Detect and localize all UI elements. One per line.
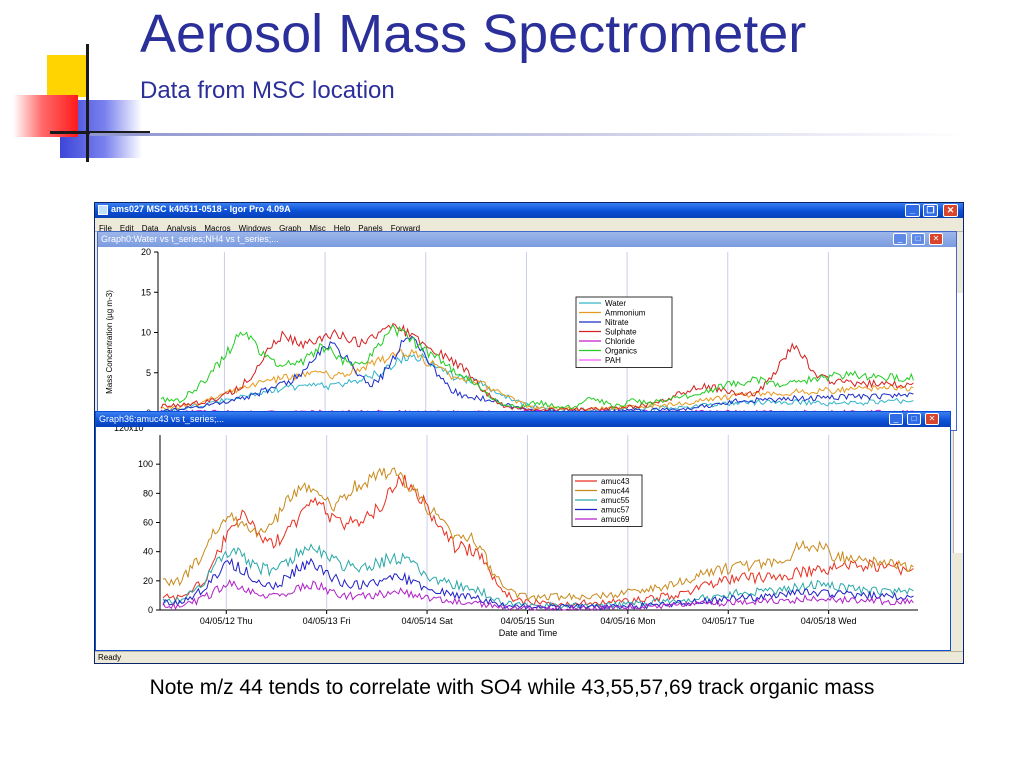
legend-label: Chloride (605, 337, 635, 346)
y-tick-label: 0 (148, 605, 153, 615)
y-tick-label: 100 (138, 459, 153, 469)
x-tick-label: 04/05/17 Tue (702, 616, 755, 626)
x-tick-label: 04/05/15 Sun (501, 616, 555, 626)
legend-label: Water (605, 299, 626, 308)
igor-pro-window: ams027 MSC k40511-0518 - Igor Pro 4.09A … (94, 202, 964, 664)
menu-bar: File Edit Data Analysis Macros Windows Graph Mi… (95, 218, 963, 233)
menu-item-edit[interactable]: Edit (119, 224, 134, 233)
menu-item-misc[interactable]: Misc (309, 224, 326, 233)
x-tick-label: 04/05/14 Sat (402, 616, 454, 626)
series-line-nitrate (160, 335, 914, 414)
y-scale-exponent: 3 (148, 427, 152, 429)
y-tick-label: 80 (143, 488, 153, 498)
y-tick-label: 60 (143, 518, 153, 528)
y-axis-label: Mass Concentration (µg m-3) (105, 290, 114, 394)
decor-yellow-square (47, 55, 89, 97)
x-tick-label: 04/05/16 Mon (600, 616, 655, 626)
app-titlebar[interactable]: ams027 MSC k40511-0518 - Igor Pro 4.09A … (95, 203, 963, 218)
y-tick-label: 20 (143, 576, 153, 586)
menu-item-analysis[interactable]: Analysis (166, 224, 197, 233)
slide-subtitle: Data from MSC location (140, 77, 395, 104)
legend-label: Ammonium (605, 309, 646, 318)
slide-note: Note m/z 44 tends to correlate with SO4 … (149, 676, 875, 699)
y-tick-label: 20 (141, 247, 151, 257)
menu-item-graph[interactable]: Graph (279, 224, 302, 233)
legend-label: amuc43 (601, 477, 630, 486)
amu-signal-chart: 0 20 40 60 80 100 amuc43amuc44amuc55amuc57amuc… (114, 427, 918, 638)
menu-item-help[interactable]: Help (333, 224, 351, 233)
menu-item-windows[interactable]: Windows (238, 224, 272, 233)
series-line-sulphate (160, 323, 914, 413)
menu-item-macros[interactable]: Macros (204, 224, 231, 233)
restore-button[interactable]: ❐ (923, 204, 938, 217)
title-underline (90, 133, 965, 136)
y-tick-label: 15 (141, 287, 151, 297)
legend-label: PAH (605, 356, 621, 365)
legend-label: amuc44 (601, 487, 630, 496)
app-title: ams027 MSC k40511-0518 - Igor Pro 4.09A (111, 204, 291, 214)
legend-label: Nitrate (605, 318, 629, 327)
decor-vertical-line (86, 44, 89, 162)
legend-label: Sulphate (605, 328, 637, 337)
series-line-amuc43 (162, 474, 914, 608)
graph36-title: Graph36:amuc43 vs t_series;... (99, 414, 225, 424)
legend-label: amuc55 (601, 496, 630, 505)
y-tick-label: 5 (146, 368, 151, 378)
graph36-close-button[interactable]: ✕ (925, 413, 939, 425)
slide-title: Aerosol Mass Spectrometer (140, 4, 807, 64)
graph36-titlebar[interactable]: Graph36:amuc43 vs t_series;... _ □ ✕ (96, 412, 950, 427)
graph0-minimize-button[interactable]: _ (893, 233, 907, 245)
y-tick-label: 40 (143, 547, 153, 557)
menu-item-panels[interactable]: Panels (358, 224, 383, 233)
x-tick-label: 04/05/12 Thu (200, 616, 253, 626)
series-line-amuc44 (162, 467, 914, 603)
legend-label: Organics (605, 347, 637, 356)
series-line-amuc69 (162, 578, 914, 611)
app-icon (98, 205, 108, 215)
series-line-organics (160, 324, 914, 410)
legend-label: amuc69 (601, 515, 630, 524)
graph0-title: Graph0:Water vs t_series;NH4 vs t_series… (101, 234, 279, 244)
graph0-close-button[interactable]: ✕ (929, 233, 943, 245)
minimize-button[interactable]: _ (905, 204, 920, 217)
decor-red-block (13, 95, 78, 137)
mass-concentration-chart: 05101520WaterAmmoniumNitrateSulphateChlo… (105, 247, 918, 418)
x-tick-label: 04/05/13 Fri (303, 616, 351, 626)
series-line-water (160, 352, 914, 414)
menu-item-forward[interactable]: Forward (390, 224, 421, 233)
menu-item-data[interactable]: Data (141, 224, 159, 233)
menu-item-file[interactable]: File (99, 224, 112, 233)
graph0-window: Graph0:Water vs t_series;NH4 vs t_series… (97, 231, 957, 431)
decor-horizontal-line (50, 131, 150, 134)
series-line-ammonium (160, 348, 914, 412)
legend-label: amuc57 (601, 506, 630, 515)
graph36-window: Graph36:amuc43 vs t_series;... _ □ ✕ 0 20… (95, 411, 951, 651)
legend-box (571, 474, 643, 527)
y-scale-label: 120x10 (114, 427, 144, 433)
close-button[interactable]: ✕ (943, 204, 958, 217)
x-tick-label: 04/05/18 Wed (801, 616, 857, 626)
x-axis-label: Date and Time (499, 628, 558, 638)
graph36-maximize-button[interactable]: □ (907, 413, 921, 425)
graph0-titlebar[interactable]: Graph0:Water vs t_series;NH4 vs t_series… (98, 232, 956, 247)
y-tick-label: 10 (141, 328, 151, 338)
graph36-minimize-button[interactable]: _ (889, 413, 903, 425)
status-bar: Ready (95, 651, 963, 663)
graph0-maximize-button[interactable]: □ (911, 233, 925, 245)
legend-box (575, 296, 673, 368)
